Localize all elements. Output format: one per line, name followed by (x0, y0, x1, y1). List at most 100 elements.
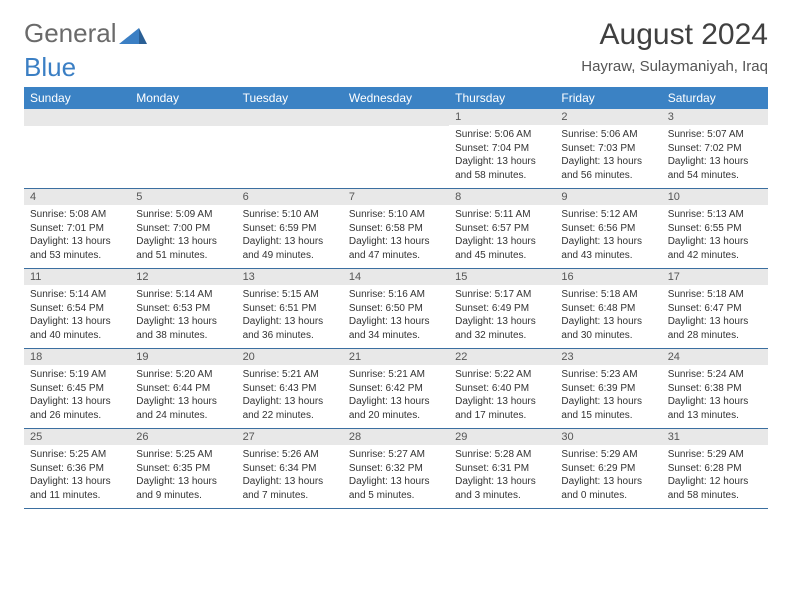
day-body: Sunrise: 5:17 AMSunset: 6:49 PMDaylight:… (449, 285, 555, 348)
weekday-header: Friday (555, 87, 661, 109)
calendar-cell: 9Sunrise: 5:12 AMSunset: 6:56 PMDaylight… (555, 189, 661, 269)
calendar-cell: 1Sunrise: 5:06 AMSunset: 7:04 PMDaylight… (449, 109, 555, 189)
day-body: Sunrise: 5:20 AMSunset: 6:44 PMDaylight:… (130, 365, 236, 428)
day-number (343, 109, 449, 126)
day-body (343, 126, 449, 184)
day-number: 16 (555, 269, 661, 285)
calendar-cell: 29Sunrise: 5:28 AMSunset: 6:31 PMDayligh… (449, 429, 555, 509)
calendar-cell: 19Sunrise: 5:20 AMSunset: 6:44 PMDayligh… (130, 349, 236, 429)
day-number: 21 (343, 349, 449, 365)
day-body (24, 126, 130, 184)
day-number: 24 (662, 349, 768, 365)
day-number: 25 (24, 429, 130, 445)
day-number (130, 109, 236, 126)
calendar-cell (237, 109, 343, 189)
calendar-cell: 4Sunrise: 5:08 AMSunset: 7:01 PMDaylight… (24, 189, 130, 269)
calendar-row: 18Sunrise: 5:19 AMSunset: 6:45 PMDayligh… (24, 349, 768, 429)
day-body: Sunrise: 5:10 AMSunset: 6:59 PMDaylight:… (237, 205, 343, 268)
day-number (237, 109, 343, 126)
day-body: Sunrise: 5:19 AMSunset: 6:45 PMDaylight:… (24, 365, 130, 428)
calendar-row: 25Sunrise: 5:25 AMSunset: 6:36 PMDayligh… (24, 429, 768, 509)
day-body: Sunrise: 5:10 AMSunset: 6:58 PMDaylight:… (343, 205, 449, 268)
calendar-cell: 10Sunrise: 5:13 AMSunset: 6:55 PMDayligh… (662, 189, 768, 269)
calendar-cell: 16Sunrise: 5:18 AMSunset: 6:48 PMDayligh… (555, 269, 661, 349)
day-body (130, 126, 236, 184)
day-number: 4 (24, 189, 130, 205)
day-body: Sunrise: 5:25 AMSunset: 6:35 PMDaylight:… (130, 445, 236, 508)
header: General August 2024 Hayraw, Sulaymaniyah… (24, 18, 768, 75)
weekday-header: Monday (130, 87, 236, 109)
day-body: Sunrise: 5:08 AMSunset: 7:01 PMDaylight:… (24, 205, 130, 268)
day-number: 2 (555, 109, 661, 125)
calendar-row: 4Sunrise: 5:08 AMSunset: 7:01 PMDaylight… (24, 189, 768, 269)
calendar-cell: 24Sunrise: 5:24 AMSunset: 6:38 PMDayligh… (662, 349, 768, 429)
day-body: Sunrise: 5:22 AMSunset: 6:40 PMDaylight:… (449, 365, 555, 428)
day-body: Sunrise: 5:14 AMSunset: 6:53 PMDaylight:… (130, 285, 236, 348)
calendar-cell (24, 109, 130, 189)
day-number: 15 (449, 269, 555, 285)
calendar-cell: 18Sunrise: 5:19 AMSunset: 6:45 PMDayligh… (24, 349, 130, 429)
weekday-header: Wednesday (343, 87, 449, 109)
day-number: 9 (555, 189, 661, 205)
calendar-table: SundayMondayTuesdayWednesdayThursdayFrid… (24, 87, 768, 509)
calendar-cell: 13Sunrise: 5:15 AMSunset: 6:51 PMDayligh… (237, 269, 343, 349)
calendar-cell: 11Sunrise: 5:14 AMSunset: 6:54 PMDayligh… (24, 269, 130, 349)
calendar-cell: 3Sunrise: 5:07 AMSunset: 7:02 PMDaylight… (662, 109, 768, 189)
day-body: Sunrise: 5:25 AMSunset: 6:36 PMDaylight:… (24, 445, 130, 508)
logo-triangle-icon (119, 24, 147, 44)
location-text: Hayraw, Sulaymaniyah, Iraq (581, 58, 768, 75)
day-body: Sunrise: 5:18 AMSunset: 6:48 PMDaylight:… (555, 285, 661, 348)
calendar-cell: 17Sunrise: 5:18 AMSunset: 6:47 PMDayligh… (662, 269, 768, 349)
day-body: Sunrise: 5:28 AMSunset: 6:31 PMDaylight:… (449, 445, 555, 508)
day-number: 12 (130, 269, 236, 285)
month-title: August 2024 (581, 18, 768, 52)
calendar-cell: 2Sunrise: 5:06 AMSunset: 7:03 PMDaylight… (555, 109, 661, 189)
calendar-cell: 7Sunrise: 5:10 AMSunset: 6:58 PMDaylight… (343, 189, 449, 269)
day-body: Sunrise: 5:06 AMSunset: 7:03 PMDaylight:… (555, 125, 661, 188)
day-number: 8 (449, 189, 555, 205)
calendar-cell: 22Sunrise: 5:22 AMSunset: 6:40 PMDayligh… (449, 349, 555, 429)
day-body: Sunrise: 5:27 AMSunset: 6:32 PMDaylight:… (343, 445, 449, 508)
calendar-row: 1Sunrise: 5:06 AMSunset: 7:04 PMDaylight… (24, 109, 768, 189)
day-number: 14 (343, 269, 449, 285)
calendar-cell: 15Sunrise: 5:17 AMSunset: 6:49 PMDayligh… (449, 269, 555, 349)
day-body: Sunrise: 5:21 AMSunset: 6:43 PMDaylight:… (237, 365, 343, 428)
day-number: 22 (449, 349, 555, 365)
day-number: 18 (24, 349, 130, 365)
day-number: 6 (237, 189, 343, 205)
day-number: 26 (130, 429, 236, 445)
title-block: August 2024 Hayraw, Sulaymaniyah, Iraq (581, 18, 768, 75)
day-number: 7 (343, 189, 449, 205)
calendar-cell: 25Sunrise: 5:25 AMSunset: 6:36 PMDayligh… (24, 429, 130, 509)
logo: General (24, 18, 149, 49)
day-body: Sunrise: 5:15 AMSunset: 6:51 PMDaylight:… (237, 285, 343, 348)
day-body: Sunrise: 5:26 AMSunset: 6:34 PMDaylight:… (237, 445, 343, 508)
day-number: 28 (343, 429, 449, 445)
day-number: 11 (24, 269, 130, 285)
weekday-header-row: SundayMondayTuesdayWednesdayThursdayFrid… (24, 87, 768, 109)
calendar-cell: 31Sunrise: 5:29 AMSunset: 6:28 PMDayligh… (662, 429, 768, 509)
day-number: 20 (237, 349, 343, 365)
weekday-header: Saturday (662, 87, 768, 109)
day-number: 19 (130, 349, 236, 365)
calendar-cell (343, 109, 449, 189)
calendar-body: 1Sunrise: 5:06 AMSunset: 7:04 PMDaylight… (24, 109, 768, 509)
day-body: Sunrise: 5:29 AMSunset: 6:28 PMDaylight:… (662, 445, 768, 508)
day-body: Sunrise: 5:11 AMSunset: 6:57 PMDaylight:… (449, 205, 555, 268)
day-body: Sunrise: 5:12 AMSunset: 6:56 PMDaylight:… (555, 205, 661, 268)
calendar-cell: 12Sunrise: 5:14 AMSunset: 6:53 PMDayligh… (130, 269, 236, 349)
day-body: Sunrise: 5:06 AMSunset: 7:04 PMDaylight:… (449, 125, 555, 188)
day-number: 10 (662, 189, 768, 205)
day-body: Sunrise: 5:21 AMSunset: 6:42 PMDaylight:… (343, 365, 449, 428)
logo-text-general: General (24, 18, 117, 49)
weekday-header: Tuesday (237, 87, 343, 109)
weekday-header: Thursday (449, 87, 555, 109)
calendar-cell: 27Sunrise: 5:26 AMSunset: 6:34 PMDayligh… (237, 429, 343, 509)
day-number (24, 109, 130, 126)
calendar-cell: 26Sunrise: 5:25 AMSunset: 6:35 PMDayligh… (130, 429, 236, 509)
calendar-cell: 23Sunrise: 5:23 AMSunset: 6:39 PMDayligh… (555, 349, 661, 429)
day-number: 29 (449, 429, 555, 445)
day-body: Sunrise: 5:13 AMSunset: 6:55 PMDaylight:… (662, 205, 768, 268)
day-body: Sunrise: 5:14 AMSunset: 6:54 PMDaylight:… (24, 285, 130, 348)
calendar-cell: 5Sunrise: 5:09 AMSunset: 7:00 PMDaylight… (130, 189, 236, 269)
